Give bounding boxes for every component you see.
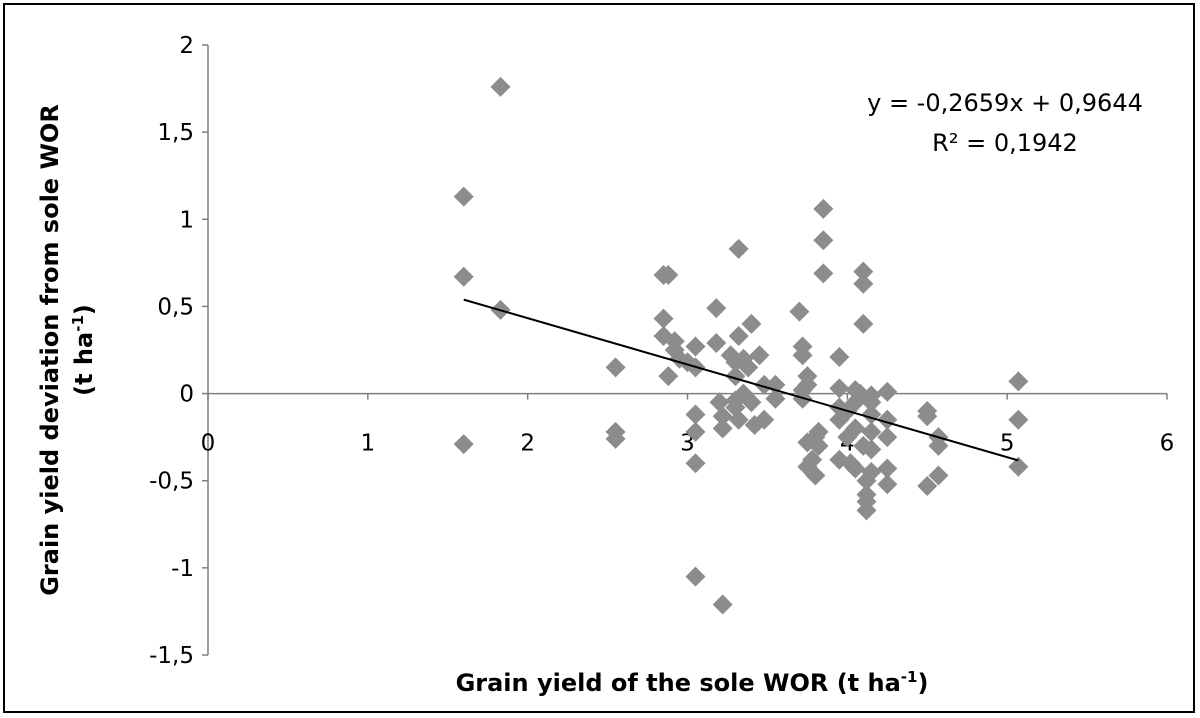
data-point	[728, 326, 749, 347]
data-point	[928, 465, 949, 486]
y-axis-title: Grain yield deviation from sole WOR (t h…	[36, 104, 98, 596]
data-point	[712, 594, 733, 615]
data-point	[685, 566, 706, 587]
data-point	[877, 458, 898, 479]
data-point	[792, 345, 813, 366]
data-point	[917, 475, 938, 496]
data-point	[861, 439, 882, 460]
data-point	[741, 392, 762, 413]
data-point	[728, 238, 749, 259]
data-point	[712, 406, 733, 427]
y-tick-label: -0,5	[149, 469, 194, 495]
y-tick-label: 1	[179, 207, 194, 233]
x-axis-title-end: )	[917, 669, 928, 697]
x-tick-label: 1	[361, 431, 376, 457]
y-axis-title-line2-text: (t ha	[70, 332, 98, 396]
data-point	[861, 404, 882, 425]
x-tick-label: 6	[1160, 431, 1175, 457]
tick-labels: 21,510,50-0,5-1-1,50123456	[149, 33, 1174, 669]
data-point	[808, 435, 829, 456]
data-point	[845, 458, 866, 479]
data-point	[813, 230, 834, 251]
axes	[202, 44, 1168, 656]
data-point	[829, 378, 850, 399]
x-axis-title-text: Grain yield of the sole WOR (t ha	[456, 669, 901, 697]
data-point	[741, 313, 762, 334]
y-tick-label: 0,5	[157, 294, 194, 320]
data-point	[685, 453, 706, 474]
data-points	[453, 76, 1029, 615]
data-point	[917, 406, 938, 427]
data-point	[856, 500, 877, 521]
data-point	[813, 263, 834, 284]
scatter-chart: 21,510,50-0,5-1-1,50123456 y = -0,2659x …	[36, 33, 1174, 697]
y-axis-title-line1: Grain yield deviation from sole WOR	[36, 104, 64, 596]
x-tick-label: 2	[520, 431, 535, 457]
chart-frame: 21,510,50-0,5-1-1,50123456 y = -0,2659x …	[3, 3, 1195, 713]
data-point	[877, 427, 898, 448]
data-point	[738, 357, 759, 378]
data-point	[829, 346, 850, 367]
data-point	[853, 273, 874, 294]
data-point	[754, 409, 775, 430]
data-point	[802, 449, 823, 470]
y-tick-label: 1,5	[157, 120, 194, 146]
data-point	[789, 301, 810, 322]
data-point	[861, 421, 882, 442]
data-point	[813, 198, 834, 219]
data-point	[658, 265, 679, 286]
data-point	[706, 298, 727, 319]
data-point	[653, 308, 674, 329]
data-point	[861, 385, 882, 406]
data-point	[706, 333, 727, 354]
y-axis-title-line2-end: )	[70, 304, 98, 315]
data-point	[1008, 456, 1029, 477]
data-point	[754, 374, 775, 395]
data-point	[805, 465, 826, 486]
data-point	[453, 434, 474, 455]
data-point	[658, 366, 679, 387]
x-tick-label: 0	[201, 431, 216, 457]
y-tick-label: 0	[179, 382, 194, 408]
data-point	[877, 474, 898, 495]
x-tick-label: 5	[1000, 431, 1015, 457]
data-point	[928, 435, 949, 456]
y-tick-label: -1,5	[149, 643, 194, 669]
y-axis-title-line2-sup: -1	[69, 315, 87, 332]
data-point	[605, 357, 626, 378]
x-axis-title: Grain yield of the sole WOR (t ha-1)	[456, 668, 929, 697]
data-point	[877, 381, 898, 402]
data-point	[725, 366, 746, 387]
data-point	[1008, 371, 1029, 392]
data-point	[685, 421, 706, 442]
data-point	[685, 404, 706, 425]
data-point	[749, 345, 770, 366]
y-tick-label: 2	[179, 33, 194, 59]
trendline	[463, 298, 1019, 462]
data-point	[453, 186, 474, 207]
y-axis-title-line2: (t ha-1)	[69, 304, 98, 396]
data-point	[453, 266, 474, 287]
data-point	[853, 261, 874, 282]
data-point	[808, 421, 829, 442]
data-point	[845, 418, 866, 439]
trendline-layer	[463, 298, 1019, 462]
data-point	[709, 392, 730, 413]
y-tick-label: -1	[171, 556, 194, 582]
data-point	[728, 409, 749, 430]
data-point	[765, 388, 786, 409]
x-axis-title-sup: -1	[901, 668, 918, 686]
trendline-r-squared: R² = 0,1942	[932, 129, 1078, 157]
trendline-equation: y = -0,2659x + 0,9644	[867, 89, 1143, 117]
data-point	[490, 76, 511, 97]
data-point	[861, 462, 882, 482]
data-point	[685, 336, 706, 357]
data-point	[797, 374, 818, 395]
data-point	[605, 428, 626, 449]
data-point	[712, 418, 733, 439]
data-point	[1008, 409, 1029, 430]
data-point	[765, 374, 786, 395]
data-point	[853, 313, 874, 334]
